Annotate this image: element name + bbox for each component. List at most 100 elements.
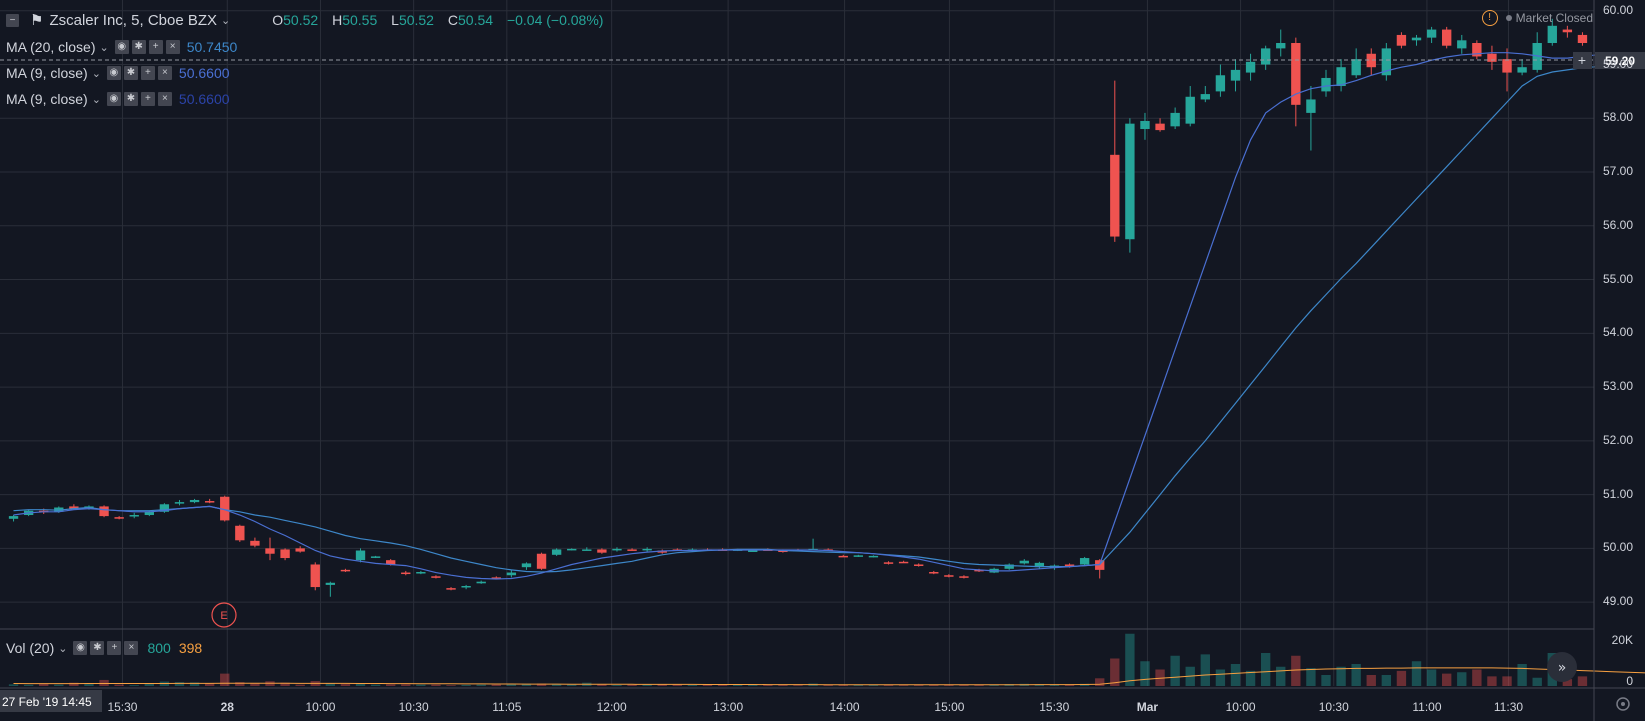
time-tick-label: 10:00 [1225, 700, 1256, 714]
volume-bar [1064, 684, 1075, 686]
plus-button[interactable]: + [1573, 52, 1592, 69]
candle-body [1366, 53, 1376, 68]
volume-bar [748, 684, 758, 686]
earnings-marker[interactable]: E [211, 602, 237, 628]
warning-icon[interactable]: ! [1481, 10, 1498, 26]
chevron-down-icon[interactable]: ⌄ [91, 67, 101, 80]
candle [1110, 80, 1120, 242]
add-icon[interactable]: + [140, 66, 155, 80]
candle [1472, 40, 1482, 60]
candle [868, 555, 879, 558]
volume-bar [732, 684, 743, 686]
candle-body [838, 555, 848, 558]
indicator-ma20[interactable]: MA (20, close) ⌄ ◉ ✱ + × 50.7450 [6, 36, 237, 58]
candle-body [582, 549, 592, 551]
visibility-icon[interactable]: ◉ [106, 66, 121, 80]
candle-body [1457, 40, 1467, 49]
price-tick-label: 57.00 [1602, 164, 1633, 179]
candle-body [476, 581, 486, 584]
time-tick-label: 10:30 [398, 700, 429, 714]
volume-bar [54, 684, 64, 686]
price-tick-label: 59.00 [1602, 56, 1633, 71]
volume-bar [627, 684, 637, 686]
visibility-icon[interactable]: ◉ [106, 92, 121, 106]
scroll-to-realtime-button[interactable]: » [1547, 652, 1577, 682]
indicator-ma9-a[interactable]: MA (9, close) ⌄ ◉ ✱ + × 50.6600 [6, 62, 230, 84]
candle [929, 570, 939, 575]
volume-bar [355, 683, 366, 686]
gear-icon[interactable]: ✱ [90, 641, 105, 655]
close-icon[interactable]: × [165, 40, 180, 54]
candle-body [627, 549, 637, 551]
candle-body [642, 548, 652, 551]
candle-body [1140, 120, 1150, 130]
flag-icon[interactable]: ⚑ [30, 12, 44, 29]
chevron-down-icon[interactable]: ⌄ [99, 41, 109, 54]
chevron-down-icon[interactable]: ⌄ [58, 642, 68, 655]
candle [1336, 59, 1346, 92]
volume-bar [1472, 669, 1482, 686]
volume-bar [1336, 666, 1346, 686]
candle [642, 547, 652, 552]
candle [1366, 48, 1376, 76]
candle-body [853, 555, 864, 557]
close-icon[interactable]: × [124, 641, 139, 655]
gear-icon[interactable]: ✱ [123, 66, 138, 80]
candle-body [189, 499, 200, 503]
candle-body [914, 564, 924, 566]
visibility-icon[interactable]: ◉ [73, 641, 88, 655]
gear-icon[interactable]: ✱ [123, 92, 138, 106]
volume-bar [23, 684, 34, 686]
volume-bar [974, 684, 984, 686]
candle-body [355, 550, 366, 561]
candle-body [1487, 53, 1497, 62]
volume-bar [446, 685, 456, 686]
volume-bar [1426, 669, 1437, 686]
candle-body [1004, 564, 1014, 569]
visibility-icon[interactable]: ◉ [114, 40, 129, 54]
add-icon[interactable]: + [148, 40, 163, 54]
collapse-icon[interactable]: − [6, 13, 19, 27]
volume-bar [1487, 676, 1497, 686]
volume-bar [959, 684, 969, 686]
indicator-label: MA (9, close) [6, 65, 88, 81]
volume-bar [416, 684, 426, 686]
volume-bar [536, 683, 547, 686]
gear-icon[interactable]: ✱ [131, 40, 146, 54]
volume-legend[interactable]: Vol (20) ⌄ ◉ ✱ + × 800 398 [6, 637, 202, 659]
add-icon[interactable]: + [140, 92, 155, 106]
candle [340, 568, 351, 573]
candle-body [536, 553, 547, 569]
candle-body [235, 525, 245, 541]
chevron-down-icon[interactable]: ⌄ [221, 14, 231, 27]
candle [1547, 18, 1557, 46]
volume-bar [1396, 670, 1407, 686]
close-icon[interactable]: × [157, 92, 172, 106]
price-crosshair-tag: 59.20 [1595, 52, 1645, 69]
volume-ma-line [13, 667, 1645, 686]
volume-bar [642, 684, 652, 686]
svg-text:+: + [1578, 52, 1586, 68]
indicator-ma9-b[interactable]: MA (9, close) ⌄ ◉ ✱ + × 50.6600 [6, 88, 230, 110]
chevron-down-icon[interactable]: ⌄ [91, 93, 101, 106]
volume-bar [99, 679, 109, 686]
close-icon[interactable]: × [157, 66, 172, 80]
time-tick-label: 15:00 [934, 700, 965, 714]
candle-body [295, 548, 305, 552]
candle [295, 546, 305, 553]
candle-body [1110, 154, 1120, 237]
candle-body [1411, 37, 1422, 41]
symbol-title[interactable]: Zscaler Inc, 5, Cboe BZX [49, 11, 218, 29]
candle [204, 498, 215, 504]
candles [8, 18, 1588, 597]
candle [1396, 32, 1407, 49]
add-icon[interactable]: + [107, 641, 122, 655]
candle-body [446, 588, 456, 590]
candle-body [1064, 564, 1075, 567]
volume-bar [204, 683, 215, 686]
settings-gear-icon[interactable] [1616, 697, 1630, 711]
candle-body [868, 555, 879, 558]
candle [431, 575, 441, 579]
